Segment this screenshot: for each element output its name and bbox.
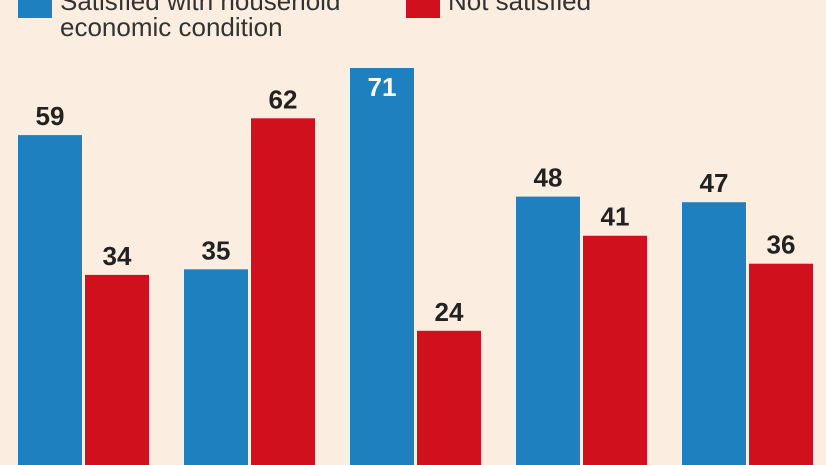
bar-not-satisfied-1 xyxy=(85,274,149,465)
data-label-satisfied-4: 48 xyxy=(534,163,563,193)
bar-satisfied-4 xyxy=(516,196,580,465)
legend-label-not-satisfied: Not satisfied xyxy=(448,0,592,16)
data-label-satisfied-1: 59 xyxy=(36,101,65,131)
data-label-not-satisfied-5: 36 xyxy=(767,230,796,260)
data-label-satisfied-5: 47 xyxy=(700,168,729,198)
legend-label-satisfied-line1: Satisfied with household xyxy=(60,0,341,16)
data-label-satisfied-3: 71 xyxy=(368,72,397,102)
data-label-not-satisfied-3: 24 xyxy=(435,297,464,327)
bar-satisfied-2 xyxy=(184,269,248,465)
legend-swatch-blue xyxy=(18,0,52,18)
bar-not-satisfied-4 xyxy=(583,235,647,465)
legend-label-satisfied-line2: economic condition xyxy=(60,12,283,42)
bar-satisfied-3 xyxy=(350,68,414,465)
bar-satisfied-5 xyxy=(682,202,746,465)
bar-not-satisfied-5 xyxy=(749,263,813,465)
data-label-not-satisfied-4: 41 xyxy=(601,202,630,232)
bar-not-satisfied-2 xyxy=(251,118,315,465)
data-label-not-satisfied-1: 34 xyxy=(103,241,132,271)
legend-swatch-red xyxy=(406,0,440,18)
bar-not-satisfied-3 xyxy=(417,330,481,465)
bar-satisfied-1 xyxy=(18,135,82,465)
data-label-not-satisfied-2: 62 xyxy=(269,84,298,114)
data-label-satisfied-2: 35 xyxy=(202,235,231,265)
